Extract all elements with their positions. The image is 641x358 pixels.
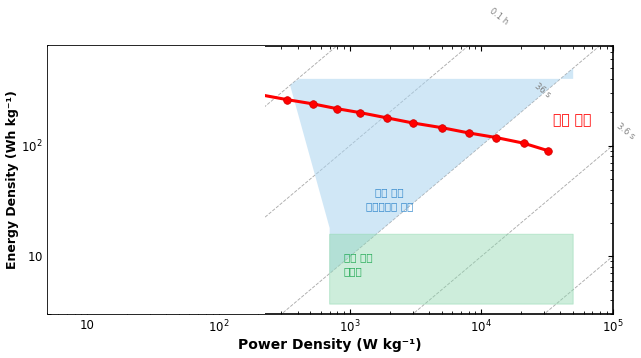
X-axis label: Power Density (W kg⁻¹): Power Density (W kg⁻¹) (238, 338, 422, 352)
Bar (47, 45, 265, 314)
FancyBboxPatch shape (329, 234, 573, 304)
Text: 0.1 h: 0.1 h (488, 6, 510, 26)
Text: 36 s: 36 s (533, 81, 553, 99)
Text: 소듘 이온
하이브리드 전지: 소듘 이온 하이브리드 전지 (366, 187, 413, 211)
Y-axis label: Energy Density (Wh kg⁻¹): Energy Density (Wh kg⁻¹) (6, 91, 19, 269)
Text: 이번 연구: 이번 연구 (553, 113, 591, 127)
Polygon shape (290, 68, 573, 274)
Text: 소듘 이온
축전지: 소듘 이온 축전지 (344, 252, 372, 276)
Text: 소듘 이온
배터리: 소듘 이온 배터리 (227, 192, 255, 216)
Text: 3.6 s: 3.6 s (615, 121, 637, 141)
FancyBboxPatch shape (207, 85, 263, 186)
